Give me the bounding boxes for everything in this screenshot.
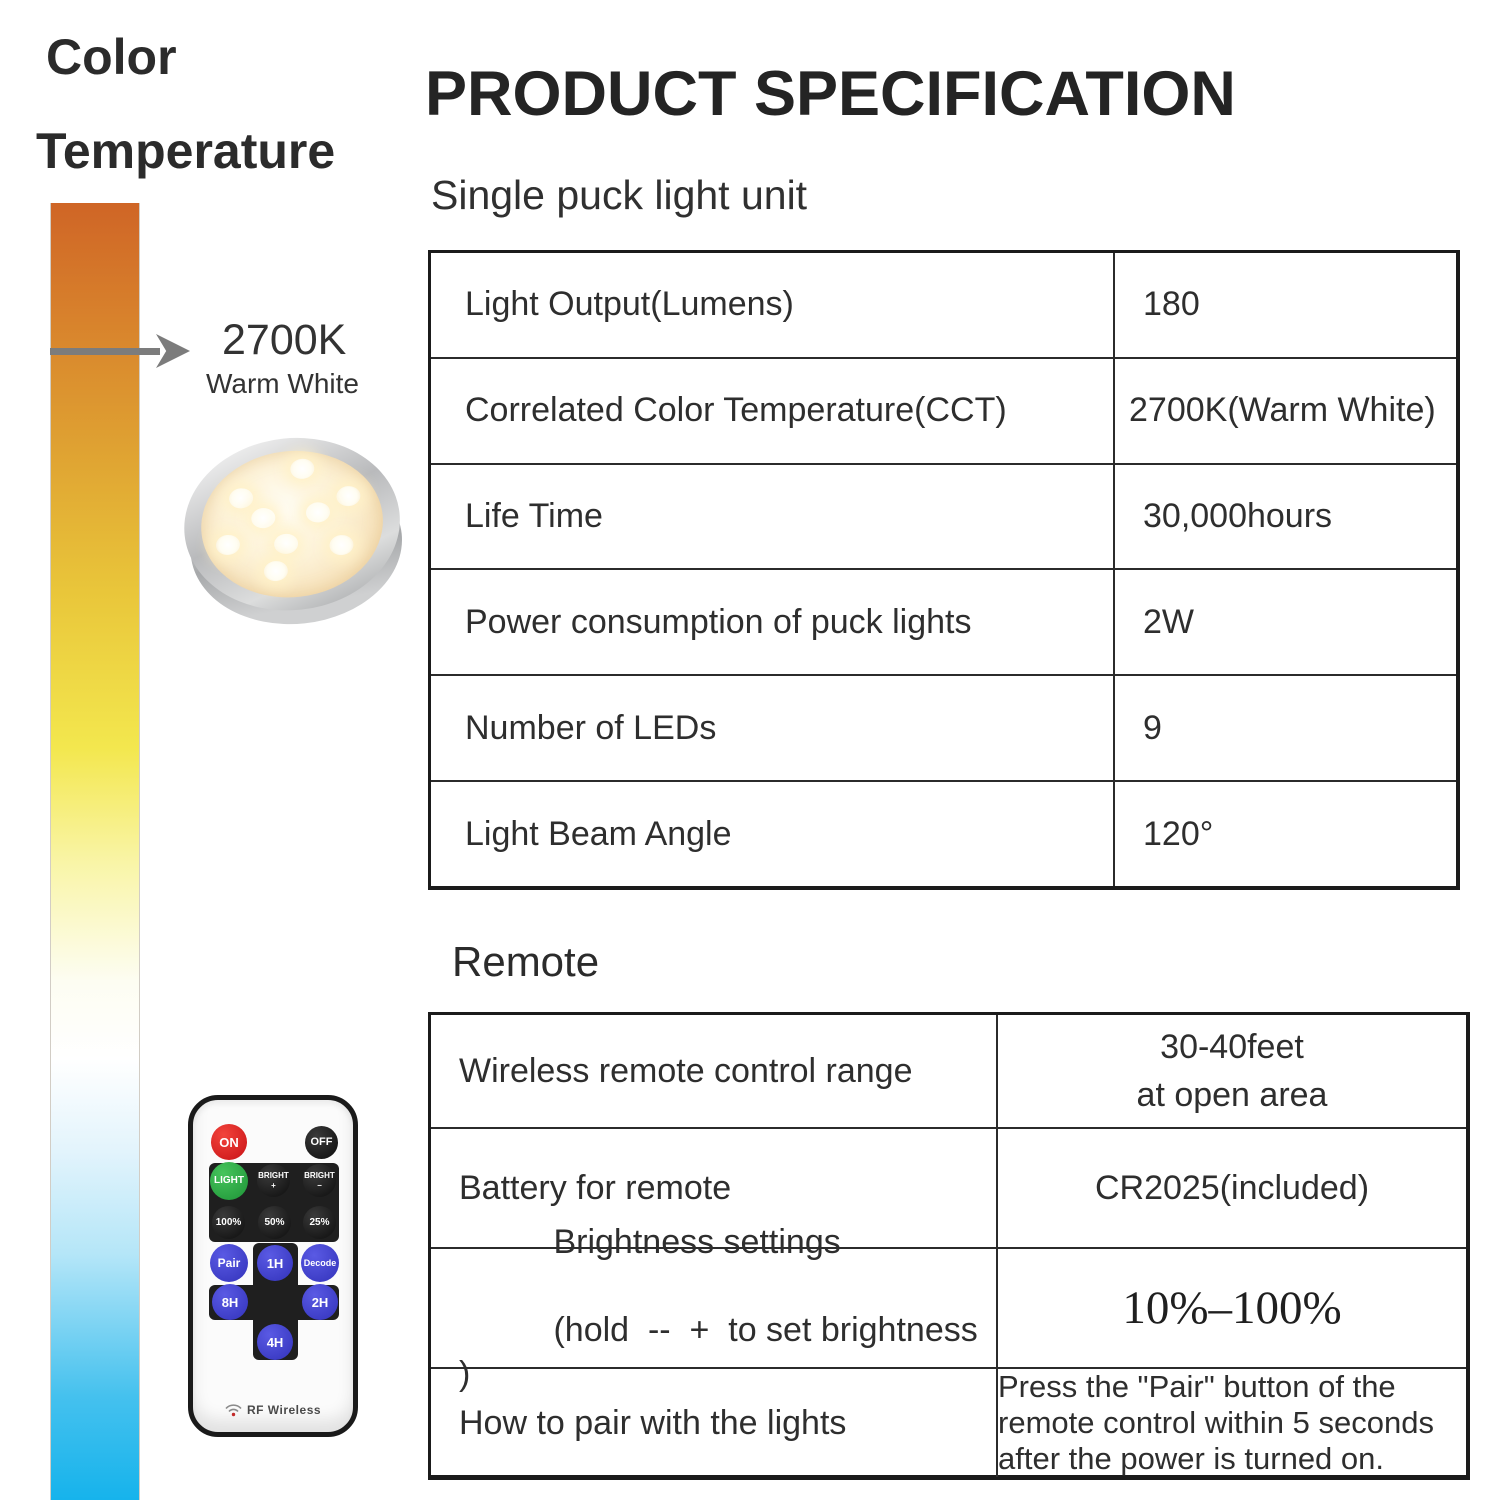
bright-plus-sign: +	[271, 1180, 276, 1190]
spec-value: 2700K(Warm White)	[1129, 391, 1436, 430]
spec-value: 180	[1143, 285, 1200, 324]
wifi-icon	[225, 1403, 242, 1416]
remote-spec-table: Wireless remote control range 30-40feet …	[428, 1012, 1470, 1480]
remote-control-image: ON OFF LIGHT BRIGHT + BRIGHT − 100% 50% …	[188, 1095, 358, 1437]
marker-kelvin-value: 2700K	[222, 316, 347, 364]
spec-value: Press the "Pair" button of the remote co…	[998, 1369, 1434, 1476]
bright-plus-word: BRIGHT	[258, 1170, 289, 1180]
table-row: Wireless remote control range 30-40feet …	[431, 1015, 1466, 1127]
remote-light-button: LIGHT	[210, 1162, 248, 1200]
bright-minus-sign: −	[317, 1180, 322, 1190]
led-dot	[273, 532, 300, 555]
label-lines: Brightness settings (hold -- + to set br…	[459, 1176, 996, 1440]
spec-value: 9	[1143, 708, 1162, 747]
spec-value: 30,000hours	[1143, 497, 1333, 536]
remote-pair-button: Pair	[210, 1244, 248, 1282]
led-dot	[228, 487, 255, 510]
remote-brand-row: RF Wireless	[193, 1403, 353, 1417]
label-line: Brightness settings	[553, 1223, 841, 1261]
page-title: PRODUCT SPECIFICATION	[425, 59, 1236, 129]
led-dot	[214, 534, 241, 557]
remote-50pct-button: 50%	[258, 1206, 291, 1239]
spec-label: Power consumption of puck lights	[431, 570, 1115, 675]
spec-table: Light Output(Lumens) 180 Correlated Colo…	[428, 250, 1460, 890]
spec-label: Correlated Color Temperature(CCT)	[431, 358, 1115, 463]
remote-section-heading: Remote	[452, 938, 600, 985]
spec-label: Wireless remote control range	[431, 1015, 998, 1127]
remote-brand-text: RF Wireless	[246, 1403, 322, 1417]
remote-1h-button: 1H	[257, 1245, 293, 1281]
led-dot	[335, 484, 362, 508]
spec-label: Life Time	[431, 464, 1115, 569]
remote-25pct-button: 25%	[303, 1206, 336, 1239]
table-row: Brightness settings (hold -- + to set br…	[431, 1223, 1466, 1393]
remote-bright-minus-button: BRIGHT −	[303, 1164, 336, 1197]
remote-2h-button: 2H	[302, 1284, 338, 1320]
table-row: How to pair with the lights Press the "P…	[431, 1367, 1466, 1477]
table-row: Life Time 30,000hours	[431, 462, 1456, 569]
remote-off-button: OFF	[305, 1126, 338, 1159]
spec-value: 10%–100%	[1122, 1282, 1342, 1334]
table-row: Power consumption of puck lights 2W	[431, 568, 1456, 675]
spec-label: How to pair with the lights	[431, 1369, 998, 1477]
value-line: at open area	[1136, 1076, 1328, 1114]
color-temp-title-line2: Temperature	[36, 123, 336, 179]
spec-label: Light Output(Lumens)	[431, 253, 1115, 357]
marker-arrow-icon	[156, 334, 190, 368]
color-temp-title-line1: Color	[46, 29, 177, 85]
spec-label: Light Beam Angle	[431, 782, 1115, 886]
remote-on-button: ON	[211, 1124, 247, 1160]
spec-label: Battery for remote	[431, 1129, 998, 1247]
bright-minus-word: BRIGHT	[304, 1170, 335, 1180]
led-dot	[288, 457, 315, 480]
remote-4h-button: 4H	[257, 1324, 293, 1360]
remote-100pct-button: 100%	[212, 1206, 245, 1239]
table-row: Light Beam Angle 120°	[431, 780, 1456, 886]
spec-value: CR2025(included)	[1094, 1168, 1370, 1207]
puck-light-image	[175, 427, 413, 639]
led-dot	[328, 533, 355, 557]
remote-8h-button: 8H	[212, 1284, 248, 1320]
led-dot	[304, 501, 331, 524]
label-line: (hold -- + to set brightness )	[459, 1311, 988, 1393]
value-lines: 30-40feet at open area	[1137, 1023, 1328, 1119]
spec-label: Brightness settings (hold -- + to set br…	[431, 1223, 998, 1393]
table-row: Light Output(Lumens) 180	[431, 253, 1456, 357]
marker-arrow-line	[50, 348, 160, 355]
color-temperature-gradient-bar	[50, 203, 140, 1500]
spec-value: 2W	[1143, 602, 1194, 641]
spec-subtitle: Single puck light unit	[431, 172, 808, 218]
remote-decode-button: Decode	[301, 1244, 339, 1282]
spec-value: 30-40feet at open area	[998, 1015, 1466, 1127]
led-dot	[250, 506, 277, 530]
led-dot	[263, 559, 290, 583]
value-line: 30-40feet	[1160, 1028, 1304, 1066]
spec-label: Number of LEDs	[431, 676, 1115, 781]
table-row: Number of LEDs 9	[431, 674, 1456, 781]
spec-value: 120°	[1143, 814, 1214, 853]
remote-bright-plus-button: BRIGHT +	[257, 1164, 290, 1197]
table-row: Battery for remote CR2025(included)	[431, 1127, 1466, 1247]
table-row: Correlated Color Temperature(CCT) 2700K(…	[431, 356, 1456, 463]
marker-kelvin-label: Warm White	[206, 368, 359, 399]
